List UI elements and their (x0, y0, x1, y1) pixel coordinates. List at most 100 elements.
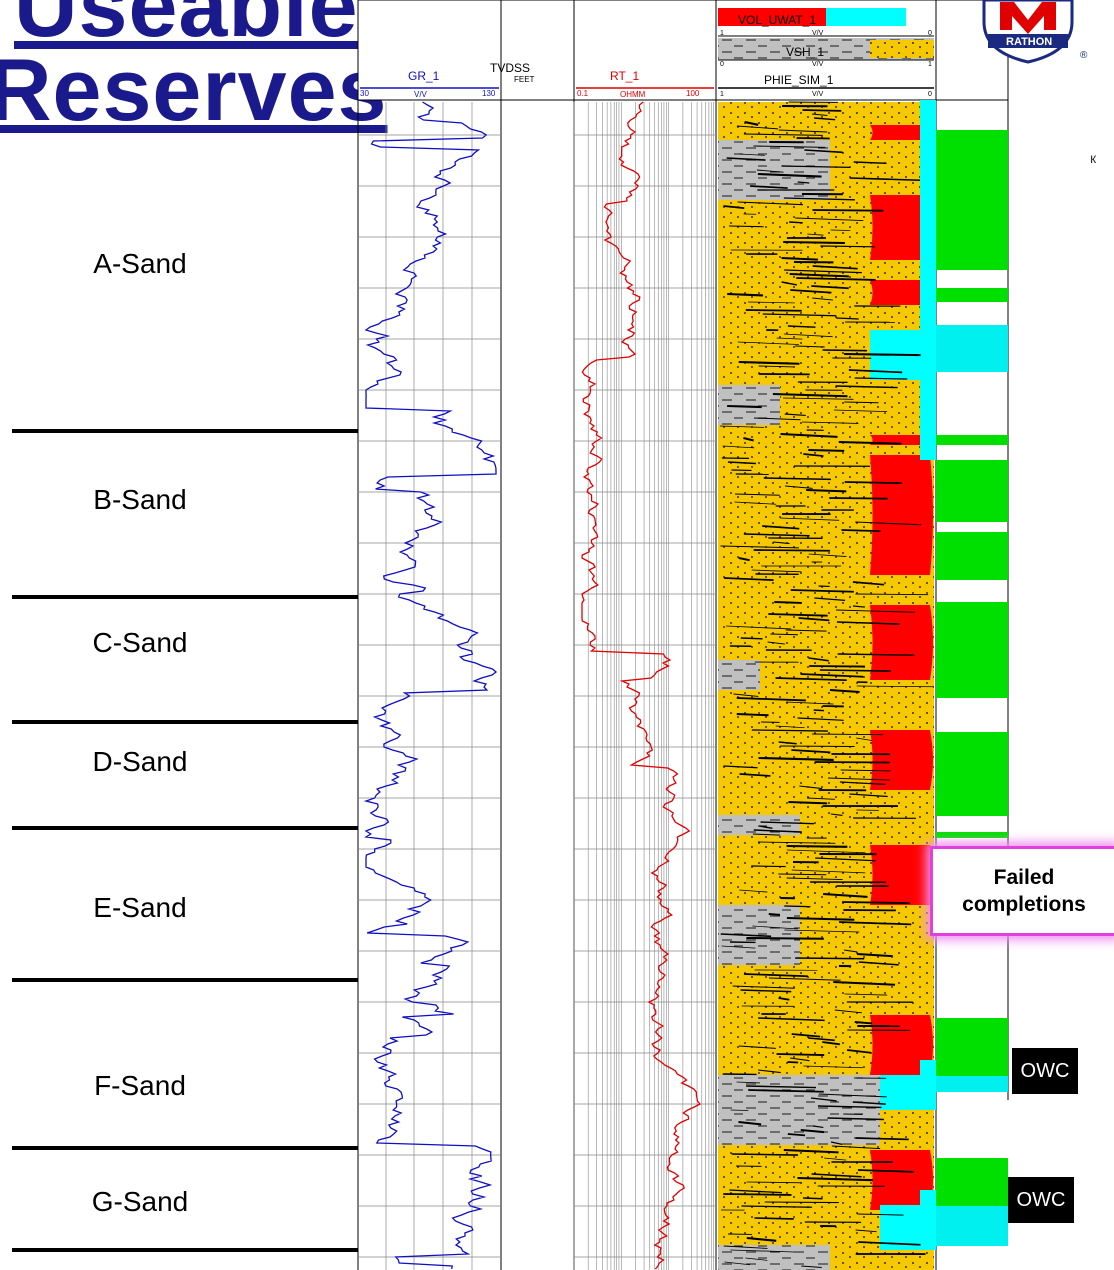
vsh-track-max: 1 (928, 61, 932, 68)
completion-interval (936, 435, 1008, 445)
gr-track-min: 30 (360, 89, 369, 98)
log-trace (777, 1054, 825, 1055)
log-trace (751, 866, 786, 867)
owc-label-g: OWC (1008, 1177, 1074, 1223)
log-trace (808, 450, 844, 451)
log-trace (780, 746, 854, 747)
completion-track (936, 130, 1008, 1246)
completion-interval (936, 1018, 1008, 1076)
log-trace (774, 602, 801, 603)
log-trace (845, 482, 902, 483)
shale-fill (718, 660, 760, 690)
log-trace (787, 846, 848, 847)
hydrocarbon-fill (870, 730, 933, 790)
rt-track-min: 0.1 (577, 89, 589, 98)
log-trace (841, 530, 880, 531)
owc-label-f: OWC (1012, 1048, 1078, 1094)
completion-interval (936, 288, 1008, 302)
log-trace (746, 310, 802, 311)
water-fill (920, 100, 936, 460)
log-trace (829, 498, 888, 499)
log-trace (784, 906, 810, 907)
log-grid (358, 102, 716, 1270)
vol-uwat-track-unit: V/V (812, 30, 824, 37)
log-trace (842, 902, 910, 903)
log-trace (788, 802, 827, 803)
log-trace (823, 350, 867, 351)
vol-uwat-track-max: 0 (928, 30, 932, 37)
shale-fill (718, 1245, 830, 1270)
vsh-track-unit: V/V (812, 61, 824, 68)
log-trace (746, 938, 823, 939)
log-trace (754, 550, 830, 551)
water-interval (936, 325, 1008, 372)
phie-track-max: 0 (928, 91, 932, 98)
log-trace (795, 958, 864, 959)
log-trace (732, 1154, 798, 1155)
water-fill (880, 1075, 936, 1110)
logo-text: RATHON (1006, 36, 1052, 48)
depth-track-unit: FEET (514, 75, 535, 84)
shale-fill (718, 140, 830, 200)
rt-track-unit: OHMM (620, 90, 646, 99)
rt-curve (582, 102, 700, 1269)
depth-track-name: TVDSS (490, 61, 530, 75)
phie-track-min: 1 (720, 91, 724, 98)
log-trace (737, 714, 769, 715)
registered-mark: ® (1080, 50, 1087, 61)
phie-track-unit: V/V (812, 91, 824, 98)
failed-completions-callout: Failed completions (930, 846, 1114, 936)
lithology-track (718, 100, 936, 1270)
log-trace (783, 242, 845, 243)
completion-interval (936, 130, 1008, 270)
gr-track-max: 130 (482, 89, 496, 98)
hydrocarbon-fill (870, 845, 933, 905)
completion-interval (936, 532, 1008, 580)
completion-interval (936, 602, 1008, 698)
edge-mark: к (1090, 150, 1096, 166)
failed-label-line2: completions (933, 891, 1114, 918)
log-trace (812, 210, 883, 211)
log-trace (789, 222, 803, 223)
completion-interval (936, 1158, 1008, 1206)
log-trace (803, 110, 842, 111)
vol-uwat-track-min: 1 (720, 30, 724, 37)
hydrocarbon-fill (870, 605, 933, 680)
gr-curve (366, 102, 496, 1269)
hydrocarbon-fill (870, 455, 933, 575)
log-trace (727, 294, 763, 295)
log-trace (741, 638, 763, 639)
phie-track-name: PHIE_SIM_1 (764, 73, 834, 87)
completion-interval (936, 460, 1008, 522)
log-trace (820, 670, 891, 671)
log-trace (765, 1202, 839, 1203)
log-trace (727, 406, 762, 407)
rt-track-max: 100 (686, 89, 700, 98)
completion-interval (936, 832, 1008, 838)
log-trace (769, 914, 780, 915)
completion-interval (936, 732, 1008, 816)
log-trace (803, 1198, 822, 1199)
vol-uwat-track-name: VOL_UWAT_1 (738, 13, 816, 27)
company-logo: RATHON (978, 0, 1078, 64)
log-trace (815, 762, 890, 763)
log-trace (788, 1062, 799, 1063)
rt-track-name: RT_1 (610, 69, 639, 83)
log-trace (729, 226, 764, 227)
vsh-track-name: VSH_1 (786, 45, 824, 59)
water-interval (936, 1206, 1008, 1246)
log-trace (844, 402, 878, 403)
water-interval (936, 1076, 1008, 1092)
gr-track-unit: V/V (414, 90, 428, 99)
failed-label-line1: Failed (933, 864, 1114, 891)
log-trace (814, 710, 824, 711)
log-trace (754, 1218, 793, 1219)
log-trace (844, 354, 920, 355)
log-trace (723, 1194, 791, 1195)
gr-track-name: GR_1 (408, 69, 440, 83)
vsh-track-min: 0 (720, 61, 724, 68)
log-trace (820, 246, 875, 247)
log-trace (809, 666, 865, 667)
log-trace (731, 1110, 749, 1111)
